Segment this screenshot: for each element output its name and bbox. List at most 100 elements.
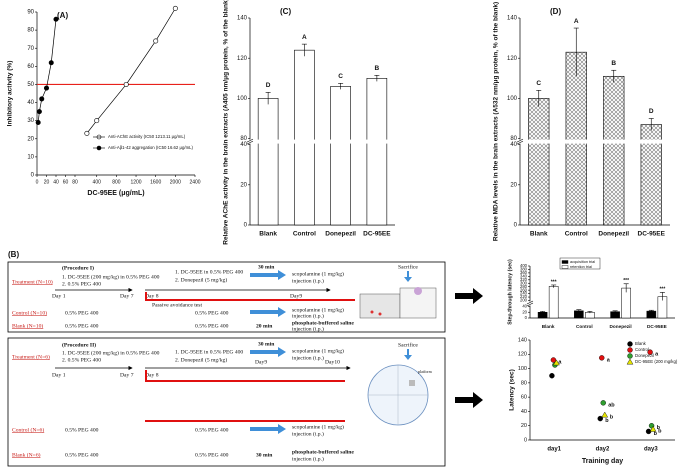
- group-label: Treatment (N=6): [12, 353, 50, 360]
- red-line: [145, 299, 355, 301]
- bar: [528, 98, 550, 226]
- vehicle: 0.5% PEG 400: [195, 427, 229, 433]
- x-tick-label: 0: [36, 179, 39, 185]
- blue-arrow: [250, 347, 286, 357]
- legend-marker: [561, 260, 569, 264]
- bar: [610, 311, 620, 319]
- step: 2. Donepezil (5 mg/kg): [175, 356, 227, 363]
- y-tick-label: 0: [244, 223, 248, 229]
- y-tick-label: 20: [240, 182, 247, 188]
- water-maze: [367, 364, 429, 426]
- route: injection (i.p.): [292, 325, 324, 332]
- red-line: [145, 370, 147, 382]
- bar: [366, 78, 388, 226]
- bar-break: [602, 139, 626, 144]
- y-tick-label: 80: [510, 136, 517, 142]
- bar-break: [257, 139, 280, 144]
- y-tick-label: 140: [507, 16, 518, 22]
- legend-marker: [561, 265, 569, 269]
- y-axis-label: Latency (sec): [509, 369, 516, 411]
- y-tick-label: 220: [520, 294, 528, 299]
- y-tick-label: 240: [520, 291, 528, 296]
- x-tick-label: Donepezil: [598, 231, 629, 238]
- x-axis-label: Training day: [582, 458, 623, 465]
- legend-box: [559, 257, 601, 270]
- drug: phosphate-buffered saline: [292, 449, 354, 455]
- x-tick-label: Control: [293, 231, 316, 238]
- panel-label: (D): [550, 7, 561, 16]
- day-label: Day 7: [120, 372, 134, 378]
- significance-letter: D: [266, 82, 271, 89]
- day-label: Day 8: [145, 372, 159, 378]
- data-point: [649, 425, 657, 432]
- step: 1. DC-95EE in 0.5% PEG 400: [175, 349, 243, 355]
- significance-letter: b: [657, 425, 661, 431]
- panel-label: (B): [8, 250, 19, 259]
- y-tick-label: 80: [27, 28, 34, 34]
- blue-arrow: [404, 271, 412, 282]
- bar: [257, 98, 279, 226]
- blue-arrow: [404, 349, 412, 360]
- legend-marker: [626, 358, 634, 365]
- day-label: Day 7: [120, 293, 134, 299]
- y-tick-label: 80: [521, 380, 527, 386]
- y-tick-label: 400: [520, 263, 528, 268]
- y-tick-label: 0: [524, 437, 527, 443]
- y-tick-label: 100: [518, 366, 527, 372]
- x-tick-label: 60: [63, 179, 69, 185]
- route: injection (i.p.): [292, 277, 324, 284]
- y-tick-label: 70: [27, 46, 34, 52]
- y-axis-label: Inhibitory activity (%): [7, 61, 14, 127]
- day-label: Day 8: [145, 293, 159, 299]
- y-axis-label: Step-through latency (sec): [507, 259, 513, 325]
- red-line: [145, 292, 147, 301]
- interval: 20 min: [256, 323, 273, 329]
- vehicle: 0.5% PEG 400: [65, 323, 99, 329]
- x-tick-label: 400: [93, 179, 102, 185]
- y-tick-label: 60: [27, 64, 34, 70]
- y-tick-label: 360: [520, 270, 528, 275]
- drug: scopolamine (1 mg/kg): [292, 306, 344, 313]
- significance-letter: D: [649, 108, 654, 115]
- day-label: Day9: [290, 293, 302, 299]
- data-point: [53, 16, 59, 22]
- legend-label: retention trial: [570, 265, 592, 269]
- significance-letter: b: [610, 414, 614, 420]
- step: 1. DC-95EE in 0.5% PEG 400: [175, 269, 243, 275]
- axis-break: [516, 140, 524, 145]
- significance: ***: [551, 279, 557, 285]
- bar-break: [527, 139, 551, 144]
- y-tick-label: 100: [507, 96, 518, 102]
- legend-label: Anti-AChE activity (IC50 1213.11 μg/mL): [108, 134, 186, 139]
- y-tick-label: 320: [520, 277, 528, 282]
- sacrifice: Sacrifice: [398, 263, 418, 270]
- significance-letter: ab: [608, 402, 615, 408]
- procedure-title: (Procedure I): [62, 264, 94, 271]
- bar: [621, 287, 631, 319]
- data-point: [39, 96, 45, 102]
- axis-break: [246, 140, 254, 145]
- x-tick-label: Blank: [530, 231, 548, 238]
- data-point: [153, 38, 159, 44]
- legend-label: Donepezil: [635, 353, 654, 358]
- data-point: [48, 60, 54, 66]
- x-tick-label: DC-95EE: [638, 231, 666, 238]
- test-label: Passive avoidance test: [152, 302, 202, 308]
- bar-break: [639, 139, 663, 144]
- group-label: Blank (N=6): [12, 451, 41, 458]
- y-tick-label: 10: [27, 154, 34, 160]
- significance-letter: A: [302, 34, 307, 41]
- x-tick-label: Donepezil: [325, 231, 356, 238]
- significance-letter: A: [574, 18, 579, 25]
- bar-break: [564, 139, 588, 144]
- y-tick-label: 120: [237, 56, 248, 62]
- y-tick-label: 140: [237, 16, 248, 22]
- red-line: [145, 380, 345, 382]
- significance-letter: C: [338, 73, 343, 80]
- series-line: [86, 8, 176, 134]
- significance-letter: B: [375, 65, 380, 72]
- data-point: [550, 357, 557, 363]
- x-tick-label: 80: [72, 179, 78, 185]
- blue-arrow: [250, 270, 286, 280]
- interval: 30 min: [258, 264, 275, 270]
